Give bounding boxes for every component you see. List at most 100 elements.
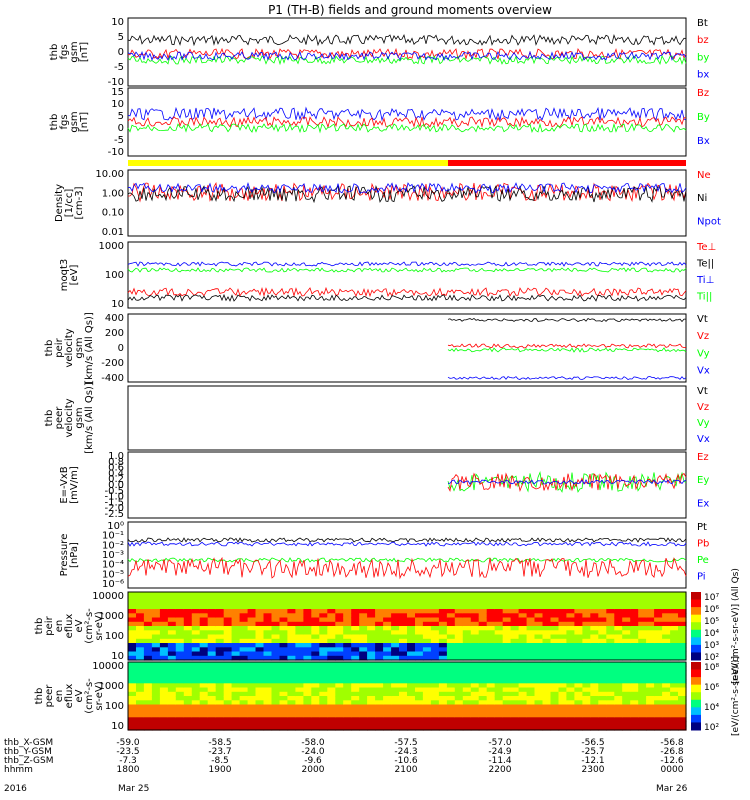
heatmap-cell [191,691,201,697]
heatmap-cell [351,696,360,701]
heatmap-cell [558,704,568,710]
heatmap-cell [159,674,169,680]
heatmap-cell [343,621,352,627]
heatmap-cell [167,596,177,602]
heatmap-cell [128,647,137,653]
heatmap-cell [638,721,647,727]
heatmap-cell [550,704,560,710]
heatmap-cell [430,674,440,680]
heatmap-cell [438,687,448,693]
heatmap-cell [550,666,560,672]
panel-4-ylabel: [eV] [69,265,80,286]
heatmap-cell [215,596,225,602]
heatmap-cell [430,687,440,693]
heatmap-cell [183,691,193,697]
heatmap-cell [136,600,145,606]
heatmap-cell [303,691,312,697]
heatmap-cell [399,613,408,619]
heatmap-cell [550,604,560,610]
heatmap-cell [271,604,281,610]
heatmap-cell [662,609,671,614]
heatmap-cell [606,683,615,689]
heatmap-cell [638,626,647,631]
heatmap-cell [191,617,201,623]
heatmap-cell [662,683,671,689]
heatmap-cell [518,613,528,619]
heatmap-cell [462,679,472,684]
heatmap-cell [215,662,225,667]
heatmap-cell [430,626,440,631]
heatmap-cell [247,655,257,661]
heatmap-cell [295,713,304,718]
heatmap-cell [303,630,312,636]
heatmap-cell [199,683,209,689]
heatmap-cell [462,725,472,731]
heatmap-cell [470,643,480,648]
heatmap-cell [670,674,679,680]
heatmap-cell [510,643,520,648]
heatmap-cell [239,725,249,731]
heatmap-cell [143,717,153,723]
heatmap-cell [534,708,544,714]
heatmap-cell [383,666,392,672]
heatmap-cell [319,638,328,644]
heatmap-cell [470,666,480,672]
heatmap-cell [470,674,480,680]
heatmap-cell [638,708,647,714]
heatmap-cell [478,600,488,606]
heatmap-cell [518,638,528,644]
heatmap-cell [478,666,488,672]
heatmap-cell [311,592,320,597]
heatmap-cell [638,609,647,614]
heatmap-cell [622,666,631,672]
legend-6-1: Vz [697,402,709,413]
heatmap-cell [303,717,312,723]
heatmap-cell [255,613,265,619]
heatmap-cell [231,626,241,631]
heatmap-cell [383,704,392,710]
panel-10-ylabel: peer [44,684,55,708]
heatmap-cell [287,683,296,689]
heatmap-cell [128,626,137,631]
heatmap-cell [430,647,440,653]
heatmap-cell [343,704,352,710]
heatmap-cell [167,687,177,693]
heatmap-cell [678,596,687,602]
heatmap-cell [167,725,177,731]
heatmap-cell [678,721,687,727]
heatmap-cell [662,721,671,727]
heatmap-cell [614,617,623,623]
heatmap-cell [287,638,296,644]
heatmap-cell [606,630,615,636]
heatmap-cell [351,609,360,614]
heatmap-cell [375,630,384,636]
heatmap-cell [590,655,599,661]
heatmap-cell [351,674,360,680]
heatmap-cell [271,596,281,602]
heatmap-cell [151,670,161,676]
heatmap-cell [223,621,233,627]
heatmap-cell [534,634,544,640]
heatmap-cell [271,683,281,689]
heatmap-cell [279,592,289,597]
heatmap-cell [590,700,599,706]
heatmap-cell [263,691,273,697]
heatmap-cell [407,613,416,619]
heatmap-cell [399,626,408,631]
heatmap-cell [128,687,137,693]
heatmap-cell [454,662,464,667]
heatmap-cell [590,713,599,718]
heatmap-cell [383,617,392,623]
heatmap-cell [407,634,416,640]
heatmap-cell [566,621,575,627]
heatmap-cell [518,604,528,610]
heatmap-cell [311,604,320,610]
colorbar-tick: 10² [704,723,719,733]
colorbar-swatch [691,692,701,701]
heatmap-cell [303,617,312,623]
heatmap-cell [654,670,663,676]
heatmap-cell [367,674,376,680]
heatmap-cell [167,666,177,672]
heatmap-cell [375,596,384,602]
heatmap-cell [646,626,655,631]
